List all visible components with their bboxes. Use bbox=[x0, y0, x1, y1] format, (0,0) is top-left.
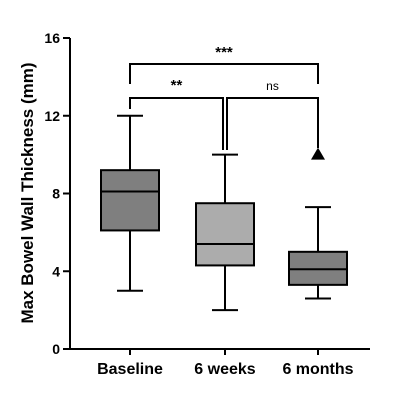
y-tick-label: 12 bbox=[44, 108, 60, 124]
significance-label: ns bbox=[266, 79, 279, 93]
y-tick-label: 0 bbox=[52, 341, 60, 357]
iqr-box bbox=[100, 169, 160, 232]
x-category-label: Baseline bbox=[97, 361, 163, 378]
axes: 0 4 8 12 16 Baseline 6 weeks 6 months bbox=[44, 30, 370, 378]
comparison-bracket: ** bbox=[129, 77, 224, 150]
x-category-label: 6 months bbox=[282, 361, 353, 378]
y-tick-label: 16 bbox=[44, 30, 60, 46]
y-axis-title: Max Bowel Wall Thickness (mm) bbox=[18, 62, 37, 323]
outlier-point bbox=[311, 147, 325, 160]
boxes bbox=[100, 114, 348, 312]
box-baseline bbox=[100, 114, 160, 292]
comparison-bracket: *** bbox=[129, 44, 319, 84]
y-tick-label: 4 bbox=[52, 263, 60, 279]
box-6-weeks bbox=[195, 153, 255, 312]
bracket-line bbox=[129, 63, 319, 84]
box-6-months bbox=[288, 147, 348, 300]
iqr-box bbox=[195, 202, 255, 267]
comparison-bracket: ns bbox=[226, 79, 319, 150]
x-category-label: 6 weeks bbox=[194, 361, 255, 378]
bracket-line bbox=[129, 97, 224, 150]
y-tick-label: 8 bbox=[52, 186, 60, 202]
significance-brackets: ***** ns bbox=[129, 44, 319, 150]
bracket-line bbox=[226, 97, 319, 150]
significance-label: *** bbox=[215, 44, 233, 61]
significance-label: ** bbox=[171, 77, 183, 94]
